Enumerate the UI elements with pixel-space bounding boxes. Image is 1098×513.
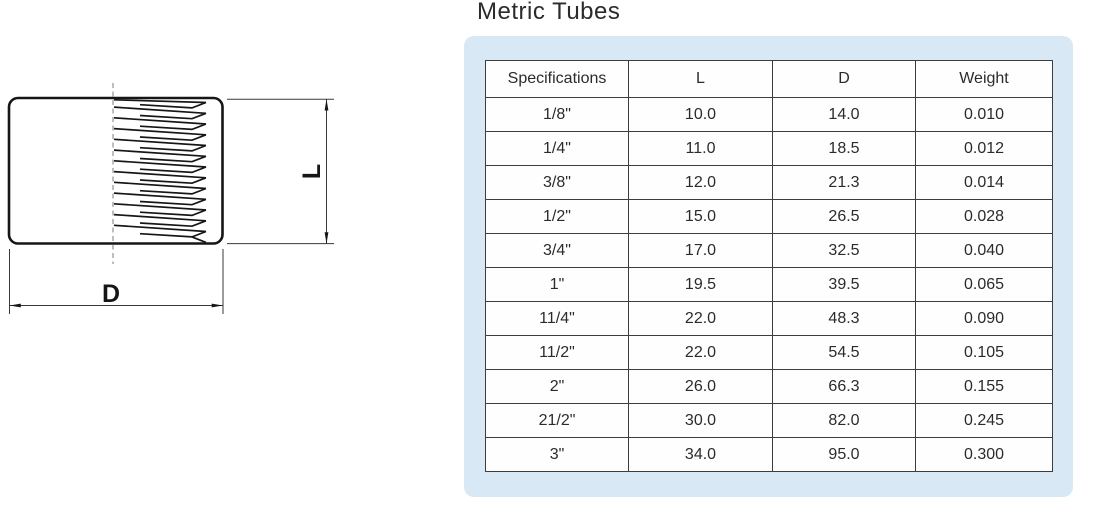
table-panel: Specifications L D Weight 1/8" 10.0 14.0…: [464, 36, 1073, 497]
cell-d: 95.0: [772, 437, 916, 472]
cell-spec: 11/4": [485, 301, 629, 336]
col-header-d: D: [772, 60, 916, 98]
specs-table: Specifications L D Weight 1/8" 10.0 14.0…: [485, 60, 1053, 472]
l-dimension-label: L: [298, 164, 326, 179]
cell-l: 15.0: [628, 199, 773, 234]
cell-l: 22.0: [628, 301, 773, 336]
cell-spec: 11/2": [485, 335, 629, 370]
l-arrow-bottom-icon: [324, 232, 329, 244]
table-row: 3" 34.0 95.0 0.300: [485, 437, 1053, 472]
col-header-weight: Weight: [915, 60, 1053, 98]
cell-spec: 2": [485, 369, 629, 404]
table-row: 3/8" 12.0 21.3 0.014: [485, 165, 1053, 200]
cell-d: 82.0: [772, 403, 916, 438]
cell-weight: 0.245: [915, 403, 1053, 438]
cell-d: 48.3: [772, 301, 916, 336]
table-row: 11/4" 22.0 48.3 0.090: [485, 301, 1053, 336]
cell-d: 26.5: [772, 199, 916, 234]
cell-l: 12.0: [628, 165, 773, 200]
cell-weight: 0.155: [915, 369, 1053, 404]
cell-weight: 0.012: [915, 131, 1053, 166]
technical-drawing: L D: [7, 83, 334, 314]
table-row: 11/2" 22.0 54.5 0.105: [485, 335, 1053, 370]
table-row: 2" 26.0 66.3 0.155: [485, 369, 1053, 404]
d-arrow-right-icon: [211, 303, 223, 308]
cell-weight: 0.028: [915, 199, 1053, 234]
cell-weight: 0.090: [915, 301, 1053, 336]
cell-d: 18.5: [772, 131, 916, 166]
cell-weight: 0.014: [915, 165, 1053, 200]
table-row: 1/4" 11.0 18.5 0.012: [485, 131, 1053, 166]
header-row: Specifications L D Weight: [485, 60, 1053, 98]
cell-l: 26.0: [628, 369, 773, 404]
cell-l: 10.0: [628, 97, 773, 132]
page-title: Metric Tubes: [477, 0, 621, 25]
cell-spec: 1/8": [485, 97, 629, 132]
cell-d: 39.5: [772, 267, 916, 302]
cell-spec: 3/4": [485, 233, 629, 268]
cell-spec: 1": [485, 267, 629, 302]
cell-weight: 0.040: [915, 233, 1053, 268]
cell-weight: 0.065: [915, 267, 1053, 302]
cell-l: 19.5: [628, 267, 773, 302]
cell-l: 34.0: [628, 437, 773, 472]
table-row: 1" 19.5 39.5 0.065: [485, 267, 1053, 302]
thread-pattern: [113, 98, 207, 244]
cell-weight: 0.010: [915, 97, 1053, 132]
cell-weight: 0.300: [915, 437, 1053, 472]
cell-l: 22.0: [628, 335, 773, 370]
cell-l: 30.0: [628, 403, 773, 438]
table-row: 1/2" 15.0 26.5 0.028: [485, 199, 1053, 234]
d-arrow-left-icon: [9, 303, 21, 308]
col-header-specifications: Specifications: [485, 60, 629, 98]
cell-weight: 0.105: [915, 335, 1053, 370]
cell-spec: 21/2": [485, 403, 629, 438]
table-row: 3/4" 17.0 32.5 0.040: [485, 233, 1053, 268]
cap-body-outline: [7, 96, 224, 245]
cell-d: 21.3: [772, 165, 916, 200]
cell-d: 54.5: [772, 335, 916, 370]
col-header-l: L: [628, 60, 773, 98]
cell-spec: 3": [485, 437, 629, 472]
table-row: 21/2" 30.0 82.0 0.245: [485, 403, 1053, 438]
cell-spec: 3/8": [485, 165, 629, 200]
table-row: 1/8" 10.0 14.0 0.010: [485, 97, 1053, 132]
l-arrow-top-icon: [324, 99, 329, 111]
cell-d: 66.3: [772, 369, 916, 404]
cell-l: 17.0: [628, 233, 773, 268]
cell-spec: 1/4": [485, 131, 629, 166]
cell-d: 32.5: [772, 233, 916, 268]
cell-spec: 1/2": [485, 199, 629, 234]
cell-d: 14.0: [772, 97, 916, 132]
d-dimension-label: D: [102, 280, 120, 308]
cell-l: 11.0: [628, 131, 773, 166]
